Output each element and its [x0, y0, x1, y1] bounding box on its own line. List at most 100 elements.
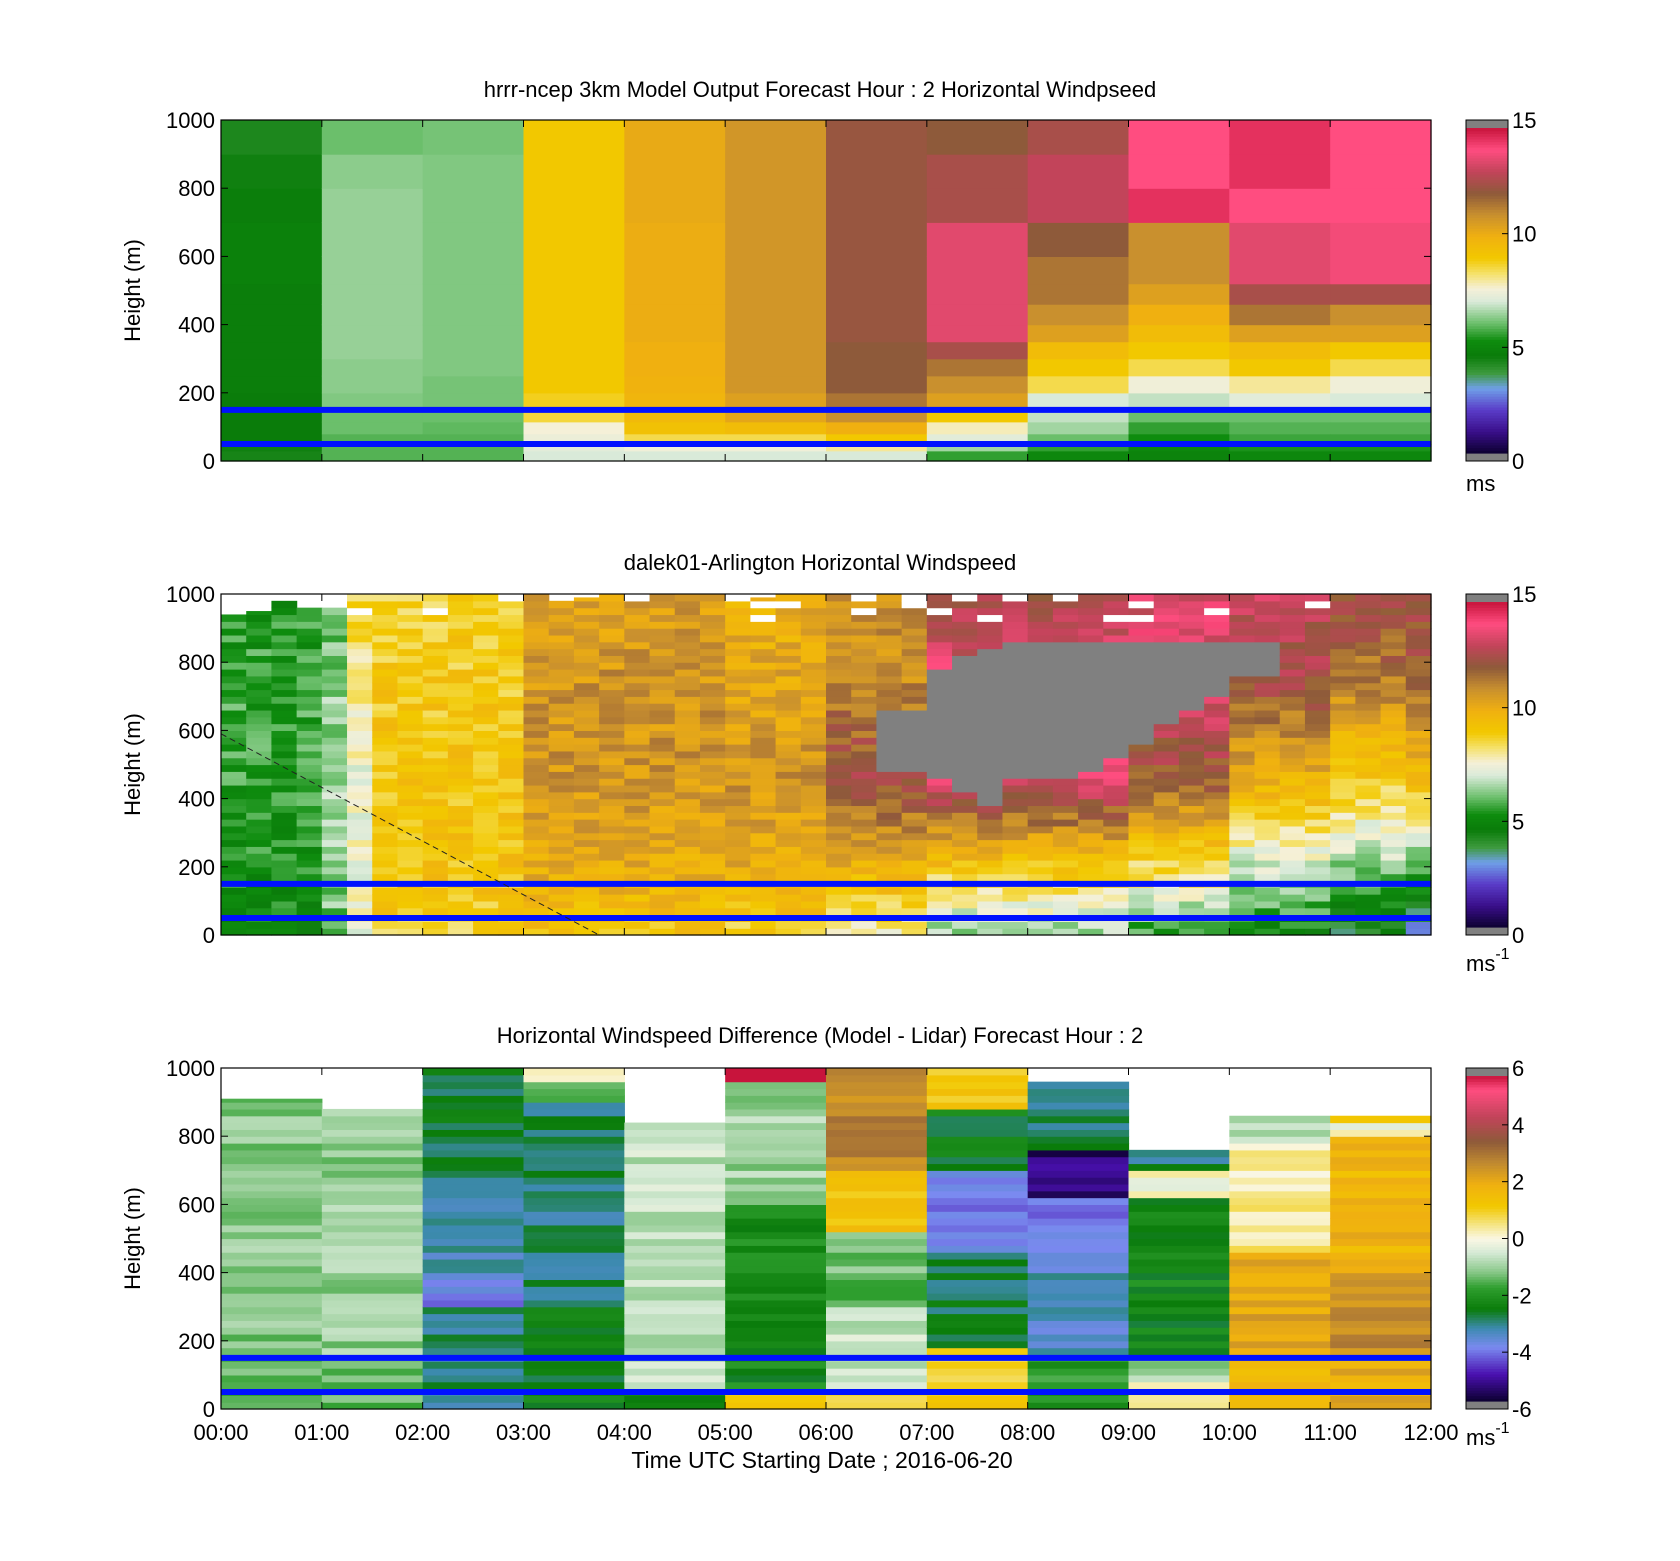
heatmap-cell	[1355, 873, 1382, 882]
heatmap-cell	[347, 853, 373, 861]
heatmap-cell	[1002, 839, 1029, 847]
heatmap-cell	[1128, 1347, 1230, 1356]
heatmap-cell	[523, 1197, 625, 1205]
heatmap-cell	[321, 1381, 424, 1390]
heatmap-cell	[826, 723, 852, 731]
heatmap-cell	[573, 805, 600, 813]
heatmap-cell	[1002, 641, 1029, 650]
heatmap-cell	[952, 825, 978, 834]
heatmap-cell	[1178, 696, 1205, 704]
heatmap-cell	[1279, 723, 1306, 731]
heatmap-cell	[1330, 634, 1356, 643]
heatmap-cell	[826, 853, 852, 861]
heatmap-cell	[1027, 421, 1130, 435]
colorbar-segment	[1466, 677, 1508, 682]
heatmap-cell	[750, 730, 777, 738]
heatmap-cell	[1128, 1204, 1230, 1212]
heatmap-cell	[1330, 825, 1356, 834]
colorbar-segment	[1466, 1273, 1508, 1278]
heatmap-cell	[1405, 744, 1432, 752]
heatmap-cell	[1204, 737, 1230, 745]
colorbar-segment	[1466, 761, 1508, 766]
heatmap-cell	[952, 750, 978, 759]
heatmap-cell	[1304, 921, 1331, 929]
heatmap-cell	[321, 771, 348, 779]
heatmap-cell	[473, 894, 499, 902]
heatmap-cell	[422, 341, 525, 360]
heatmap-cell	[699, 716, 726, 725]
heatmap-cell	[1128, 392, 1230, 411]
heatmap-cell	[1052, 900, 1079, 909]
heatmap-cell	[1304, 887, 1331, 895]
heatmap-cell	[296, 771, 323, 779]
heatmap-cell	[221, 921, 247, 929]
colorbar-segment	[1466, 618, 1508, 622]
heatmap-cell	[926, 614, 953, 622]
heatmap-cell	[926, 853, 953, 861]
colorbar-segment	[1466, 244, 1508, 248]
heatmap-cell	[1405, 764, 1432, 772]
heatmap-cell	[221, 703, 247, 711]
heatmap-cell	[926, 784, 953, 793]
heatmap-cell	[397, 655, 424, 663]
heatmap-cell	[271, 716, 298, 725]
heatmap-cell	[1330, 757, 1356, 766]
heatmap-cell	[901, 928, 928, 936]
heatmap-cell	[473, 634, 499, 643]
heatmap-cell	[1204, 928, 1230, 936]
heatmap-cell	[977, 928, 1004, 936]
heatmap-cell	[523, 784, 550, 793]
heatmap-cell	[271, 839, 298, 847]
heatmap-cell	[523, 1279, 625, 1287]
heatmap-cell	[523, 928, 550, 936]
heatmap-cell	[296, 853, 323, 861]
colorbar-segment	[1466, 1141, 1508, 1145]
heatmap-cell	[1078, 764, 1104, 772]
heatmap-cell	[725, 1238, 827, 1246]
colorbar-segment	[1466, 1124, 1508, 1129]
heatmap-cell	[699, 628, 726, 636]
heatmap-cell	[624, 900, 651, 909]
heatmap-cell	[1355, 750, 1382, 759]
heatmap-cell	[1254, 900, 1281, 909]
heatmap-cell	[624, 1299, 726, 1308]
heatmap-cell	[725, 887, 751, 895]
heatmap-cell	[1254, 921, 1281, 929]
heatmap-cell	[321, 256, 424, 285]
heatmap-cell	[674, 696, 701, 704]
heatmap-cell	[422, 1313, 525, 1321]
heatmap-cell	[1330, 709, 1356, 718]
heatmap-cell	[548, 682, 575, 691]
heatmap-cell	[1304, 716, 1331, 725]
heatmap-cell	[1380, 614, 1407, 622]
colorbar-segment	[1466, 363, 1508, 367]
heatmap-cell	[1178, 655, 1205, 663]
heatmap-cell	[901, 859, 928, 868]
heatmap-cell	[422, 859, 449, 868]
heatmap-cell	[674, 778, 701, 786]
heatmap-cell	[422, 1361, 525, 1369]
heatmap-cell	[1128, 784, 1155, 793]
heatmap-cell	[271, 737, 298, 745]
heatmap-cell	[548, 894, 575, 902]
heatmap-cell	[977, 696, 1004, 704]
heatmap-cell	[876, 600, 903, 609]
heatmap-cell	[498, 757, 525, 766]
colorbar-segment	[1466, 252, 1508, 256]
colorbar-segment	[1466, 420, 1508, 424]
heatmap-cell	[246, 859, 273, 868]
heatmap-cell	[1204, 764, 1230, 772]
heatmap-cell	[926, 778, 953, 786]
heatmap-cell	[1204, 873, 1230, 882]
heatmap-cell	[977, 655, 1004, 663]
heatmap-cell	[1380, 894, 1407, 902]
heatmap-cell	[271, 764, 298, 772]
colorbar-unit-label: ms	[1466, 471, 1495, 496]
heatmap-cell	[901, 689, 928, 697]
colorbar-segment	[1466, 130, 1508, 135]
heatmap-cell	[1254, 853, 1281, 861]
heatmap-cell	[674, 839, 701, 847]
heatmap-cell	[1103, 873, 1130, 882]
heatmap-cell	[952, 771, 978, 779]
colorbar-frame	[1465, 593, 1509, 936]
